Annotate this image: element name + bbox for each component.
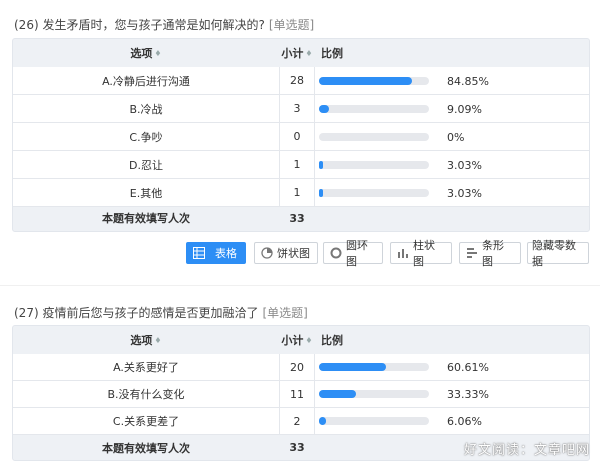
progress-track <box>319 417 429 425</box>
option-count: 2 <box>279 408 315 434</box>
progress-fill <box>319 189 323 197</box>
progress-track <box>319 133 429 141</box>
footer-label: 本题有效填写人次 <box>102 212 190 225</box>
sort-icon[interactable]: ♦ <box>154 335 162 345</box>
progress-track <box>319 161 429 169</box>
row-divider <box>13 380 589 381</box>
progress-fill <box>319 105 329 113</box>
bar-chart-icon <box>467 248 477 258</box>
table-header: 选项 ♦ 小计 ♦ 比例 <box>13 326 589 354</box>
progress-fill <box>319 161 323 169</box>
option-count: 0 <box>279 123 315 150</box>
progress-fill <box>319 77 412 85</box>
option-label: A.关系更好了 <box>13 354 279 380</box>
percentage-text: 3.03% <box>447 187 482 200</box>
header-option[interactable]: 选项 ♦ <box>130 334 162 347</box>
row-divider <box>13 94 589 95</box>
percentage-text: 84.85% <box>447 75 489 88</box>
sort-icon[interactable]: ♦ <box>305 335 313 345</box>
question-title-text: (27) 疫情前后您与孩子的感情是否更加融洽了 <box>14 306 259 320</box>
option-label: B.冷战 <box>13 95 279 122</box>
header-count[interactable]: 小计 ♦ <box>281 47 313 60</box>
option-label: C.关系更差了 <box>13 408 279 434</box>
percentage-text: 3.03% <box>447 159 482 172</box>
header-ratio: 比例 <box>321 334 343 347</box>
ring-chart-icon <box>330 247 342 259</box>
row-divider <box>13 122 589 123</box>
row-divider <box>13 178 589 179</box>
hide-zero-button[interactable]: 隐藏零数据 <box>527 239 589 268</box>
watermark: 好文阅读：文章吧网 <box>463 443 590 458</box>
progress-fill <box>319 363 386 371</box>
table-footer: 本题有效填写人次 33 <box>13 205 589 231</box>
question-type-tag: [单选题] <box>262 306 308 320</box>
question-title-text: (26) 发生矛盾时，您与孩子通常是如何解决的? <box>14 18 265 32</box>
option-count: 20 <box>279 354 315 380</box>
header-option[interactable]: 选项 ♦ <box>130 47 162 60</box>
percentage-text: 60.61% <box>447 361 489 374</box>
pie-chart-icon <box>261 247 273 259</box>
row-divider <box>13 434 589 435</box>
question-26-table: 选项 ♦ 小计 ♦ 比例 A.冷静后进行沟通 28 84.85% B.冷战 3 9.09% C.… <box>12 38 590 232</box>
table-row: A.冷静后进行沟通 28 84.85% <box>13 67 589 94</box>
option-count: 28 <box>279 67 315 94</box>
table-row: C.争吵 0 0% <box>13 123 589 150</box>
option-label: B.没有什么变化 <box>13 381 279 407</box>
option-label: E.其他 <box>13 179 279 206</box>
progress-track <box>319 363 429 371</box>
header-ratio: 比例 <box>321 47 343 60</box>
ring-chart-button[interactable]: 圆环图 <box>323 239 383 268</box>
option-count: 1 <box>279 151 315 178</box>
sort-icon[interactable]: ♦ <box>154 48 162 58</box>
option-label: D.忍让 <box>13 151 279 178</box>
table-row: B.没有什么变化 11 33.33% <box>13 381 589 407</box>
column-chart-icon <box>398 249 408 258</box>
percentage-text: 6.06% <box>447 415 482 428</box>
section-divider <box>0 285 600 286</box>
pie-chart-button[interactable]: 饼状图 <box>254 242 318 264</box>
table-row: A.关系更好了 20 60.61% <box>13 354 589 380</box>
question-type-tag: [单选题] <box>268 18 315 32</box>
question-26-title: (26) 发生矛盾时，您与孩子通常是如何解决的? [单选题] <box>14 16 314 33</box>
question-27-title: (27) 疫情前后您与孩子的感情是否更加融洽了 [单选题] <box>14 304 308 321</box>
option-count: 11 <box>279 381 315 407</box>
table-row: D.忍让 1 3.03% <box>13 151 589 178</box>
percentage-text: 9.09% <box>447 103 482 116</box>
footer-count: 33 <box>289 441 305 454</box>
header-count[interactable]: 小计 ♦ <box>281 334 313 347</box>
option-count: 3 <box>279 95 315 122</box>
progress-track <box>319 77 429 85</box>
progress-track <box>319 105 429 113</box>
progress-fill <box>319 390 356 398</box>
table-footer: 本题有效填写人次 33 <box>13 435 589 460</box>
percentage-text: 0% <box>447 131 465 144</box>
bar-chart-button[interactable]: 条形图 <box>459 239 521 268</box>
row-divider <box>13 206 589 207</box>
sort-icon[interactable]: ♦ <box>305 48 313 58</box>
option-label: A.冷静后进行沟通 <box>13 67 279 94</box>
question-27-table: 选项 ♦ 小计 ♦ 比例 A.关系更好了 20 60.61% B.没有什么变化 11 33.3… <box>12 325 590 461</box>
row-divider <box>13 407 589 408</box>
footer-count: 33 <box>289 211 305 225</box>
row-divider <box>13 150 589 151</box>
progress-fill <box>319 417 326 425</box>
progress-track <box>319 390 429 398</box>
table-header: 选项 ♦ 小计 ♦ 比例 <box>13 39 589 67</box>
table-row: B.冷战 3 9.09% <box>13 95 589 122</box>
option-count: 1 <box>279 179 315 206</box>
table-icon <box>193 247 205 259</box>
footer-label: 本题有效填写人次 <box>102 441 190 455</box>
column-chart-button[interactable]: 柱状图 <box>390 239 452 268</box>
table-row: C.关系更差了 2 6.06% <box>13 408 589 434</box>
option-label: C.争吵 <box>13 123 279 150</box>
table-view-button[interactable]: 表格 <box>186 242 246 264</box>
progress-track <box>319 189 429 197</box>
table-row: E.其他 1 3.03% <box>13 179 589 206</box>
percentage-text: 33.33% <box>447 388 489 401</box>
